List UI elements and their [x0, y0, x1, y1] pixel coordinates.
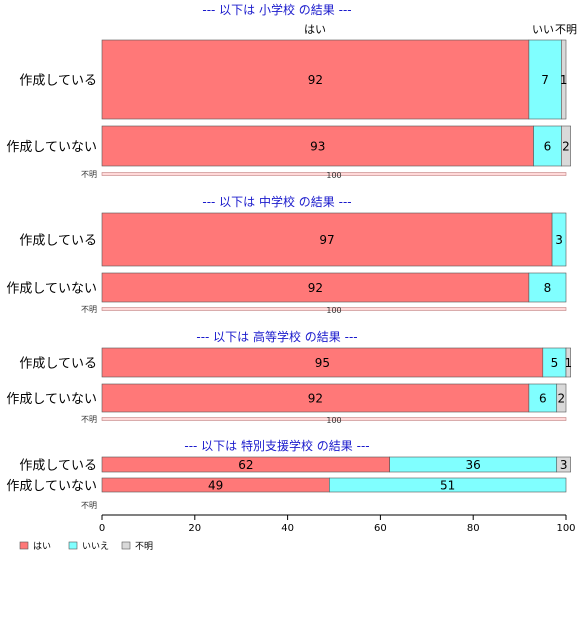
data-label: 62 [238, 458, 253, 472]
bar-segment-yes [101, 272, 530, 303]
data-label: 92 [308, 73, 323, 87]
panel-1: --- 以下は 中学校 の結果 --- 作成している 97 3 作成していない 92 8 不明… [6, 194, 567, 315]
x-tick-label: 0 [99, 523, 105, 534]
data-label: 97 [319, 233, 334, 247]
top-label-unknown: 不明 [555, 23, 577, 36]
legend-swatch [68, 541, 78, 550]
data-label: 92 [308, 281, 323, 295]
panel-title: --- 以下は 特別支援学校 の結果 --- [184, 438, 369, 453]
data-label: 92 [308, 392, 323, 406]
unknown-row-total: 100 [326, 171, 341, 180]
category-label: 作成していない [6, 392, 97, 407]
unknown-row-bar [101, 172, 567, 176]
bar-segment-no [329, 477, 567, 493]
unknown-row-bar [101, 417, 567, 421]
panel-title: --- 以下は 中学校 の結果 --- [202, 194, 351, 209]
category-label: 作成していない [6, 140, 97, 155]
top-label-yes: はい [304, 23, 326, 36]
unknown-row-label: 不明 [81, 170, 97, 179]
data-label: 1 [564, 356, 572, 370]
top-label-no: いい [532, 23, 554, 36]
category-label: 作成していない [6, 479, 97, 494]
data-label: 1 [560, 73, 568, 87]
panel-3: --- 以下は 特別支援学校 の結果 --- 作成している 62 36 3 作成していない… [6, 438, 571, 510]
data-label: 2 [562, 140, 570, 154]
x-axis: 0 20 40 60 80 100 [99, 514, 576, 534]
data-label: 93 [310, 140, 325, 154]
legend-swatch [121, 541, 131, 550]
bar-segment-no [528, 383, 558, 413]
panel-title: --- 以下は 小学校 の結果 --- [202, 2, 351, 17]
data-label: 6 [544, 140, 552, 154]
category-label: 作成している [19, 459, 97, 474]
data-label: 8 [544, 281, 552, 295]
bar-segment-unknown [561, 125, 571, 167]
data-label: 3 [555, 233, 563, 247]
bar-segment-no [528, 39, 562, 120]
panel-title: --- 以下は 高等学校 の結果 --- [196, 329, 357, 344]
data-label: 36 [466, 458, 481, 472]
data-label: 95 [315, 356, 330, 370]
bar-segment-unknown [556, 383, 567, 413]
data-label: 5 [551, 356, 559, 370]
data-label: 49 [208, 479, 223, 493]
legend-label: いいえ [82, 541, 109, 552]
legend-swatch [19, 541, 29, 550]
x-tick-label: 100 [556, 523, 575, 534]
bar-segment-unknown [565, 347, 571, 378]
x-tick-label: 20 [188, 523, 201, 534]
legend-label: 不明 [135, 541, 153, 552]
unknown-row-total: 100 [326, 416, 341, 425]
unknown-row-label: 不明 [81, 415, 97, 424]
x-tick-label: 80 [467, 523, 480, 534]
bar-segment-yes [101, 212, 553, 267]
bar-segment-yes [101, 39, 530, 120]
bar-segment-yes [101, 347, 544, 378]
panel-2: --- 以下は 高等学校 の結果 --- 作成している 95 5 1 作成していない 92 6… [6, 329, 572, 425]
x-tick-label: 60 [374, 523, 387, 534]
data-label: 2 [558, 392, 566, 406]
panel-0: --- 以下は 小学校 の結果 --- 作成している 92 7 1 作成していない 93 6 2… [6, 2, 571, 180]
data-label: 7 [541, 73, 549, 87]
legend-label: はい [33, 541, 51, 552]
bar-segment-unknown [561, 39, 567, 120]
bar-segment-no [528, 272, 567, 303]
bar-segment-yes [101, 383, 530, 413]
category-label: 作成している [19, 357, 97, 372]
bar-segment-no [551, 212, 567, 267]
category-label: 作成している [19, 234, 97, 249]
unknown-row-label: 不明 [81, 501, 97, 510]
unknown-row-bar [101, 307, 567, 311]
bar-segment-unknown [556, 456, 571, 473]
category-label: 作成していない [6, 282, 97, 297]
data-label: 3 [560, 458, 568, 472]
x-tick-label: 40 [281, 523, 294, 534]
data-label: 51 [440, 479, 455, 493]
unknown-row-label: 不明 [81, 305, 97, 314]
data-label: 6 [539, 392, 547, 406]
category-label: 作成している [19, 74, 97, 89]
unknown-row-total: 100 [326, 306, 341, 315]
legend: はい いいえ 不明 [19, 541, 153, 552]
